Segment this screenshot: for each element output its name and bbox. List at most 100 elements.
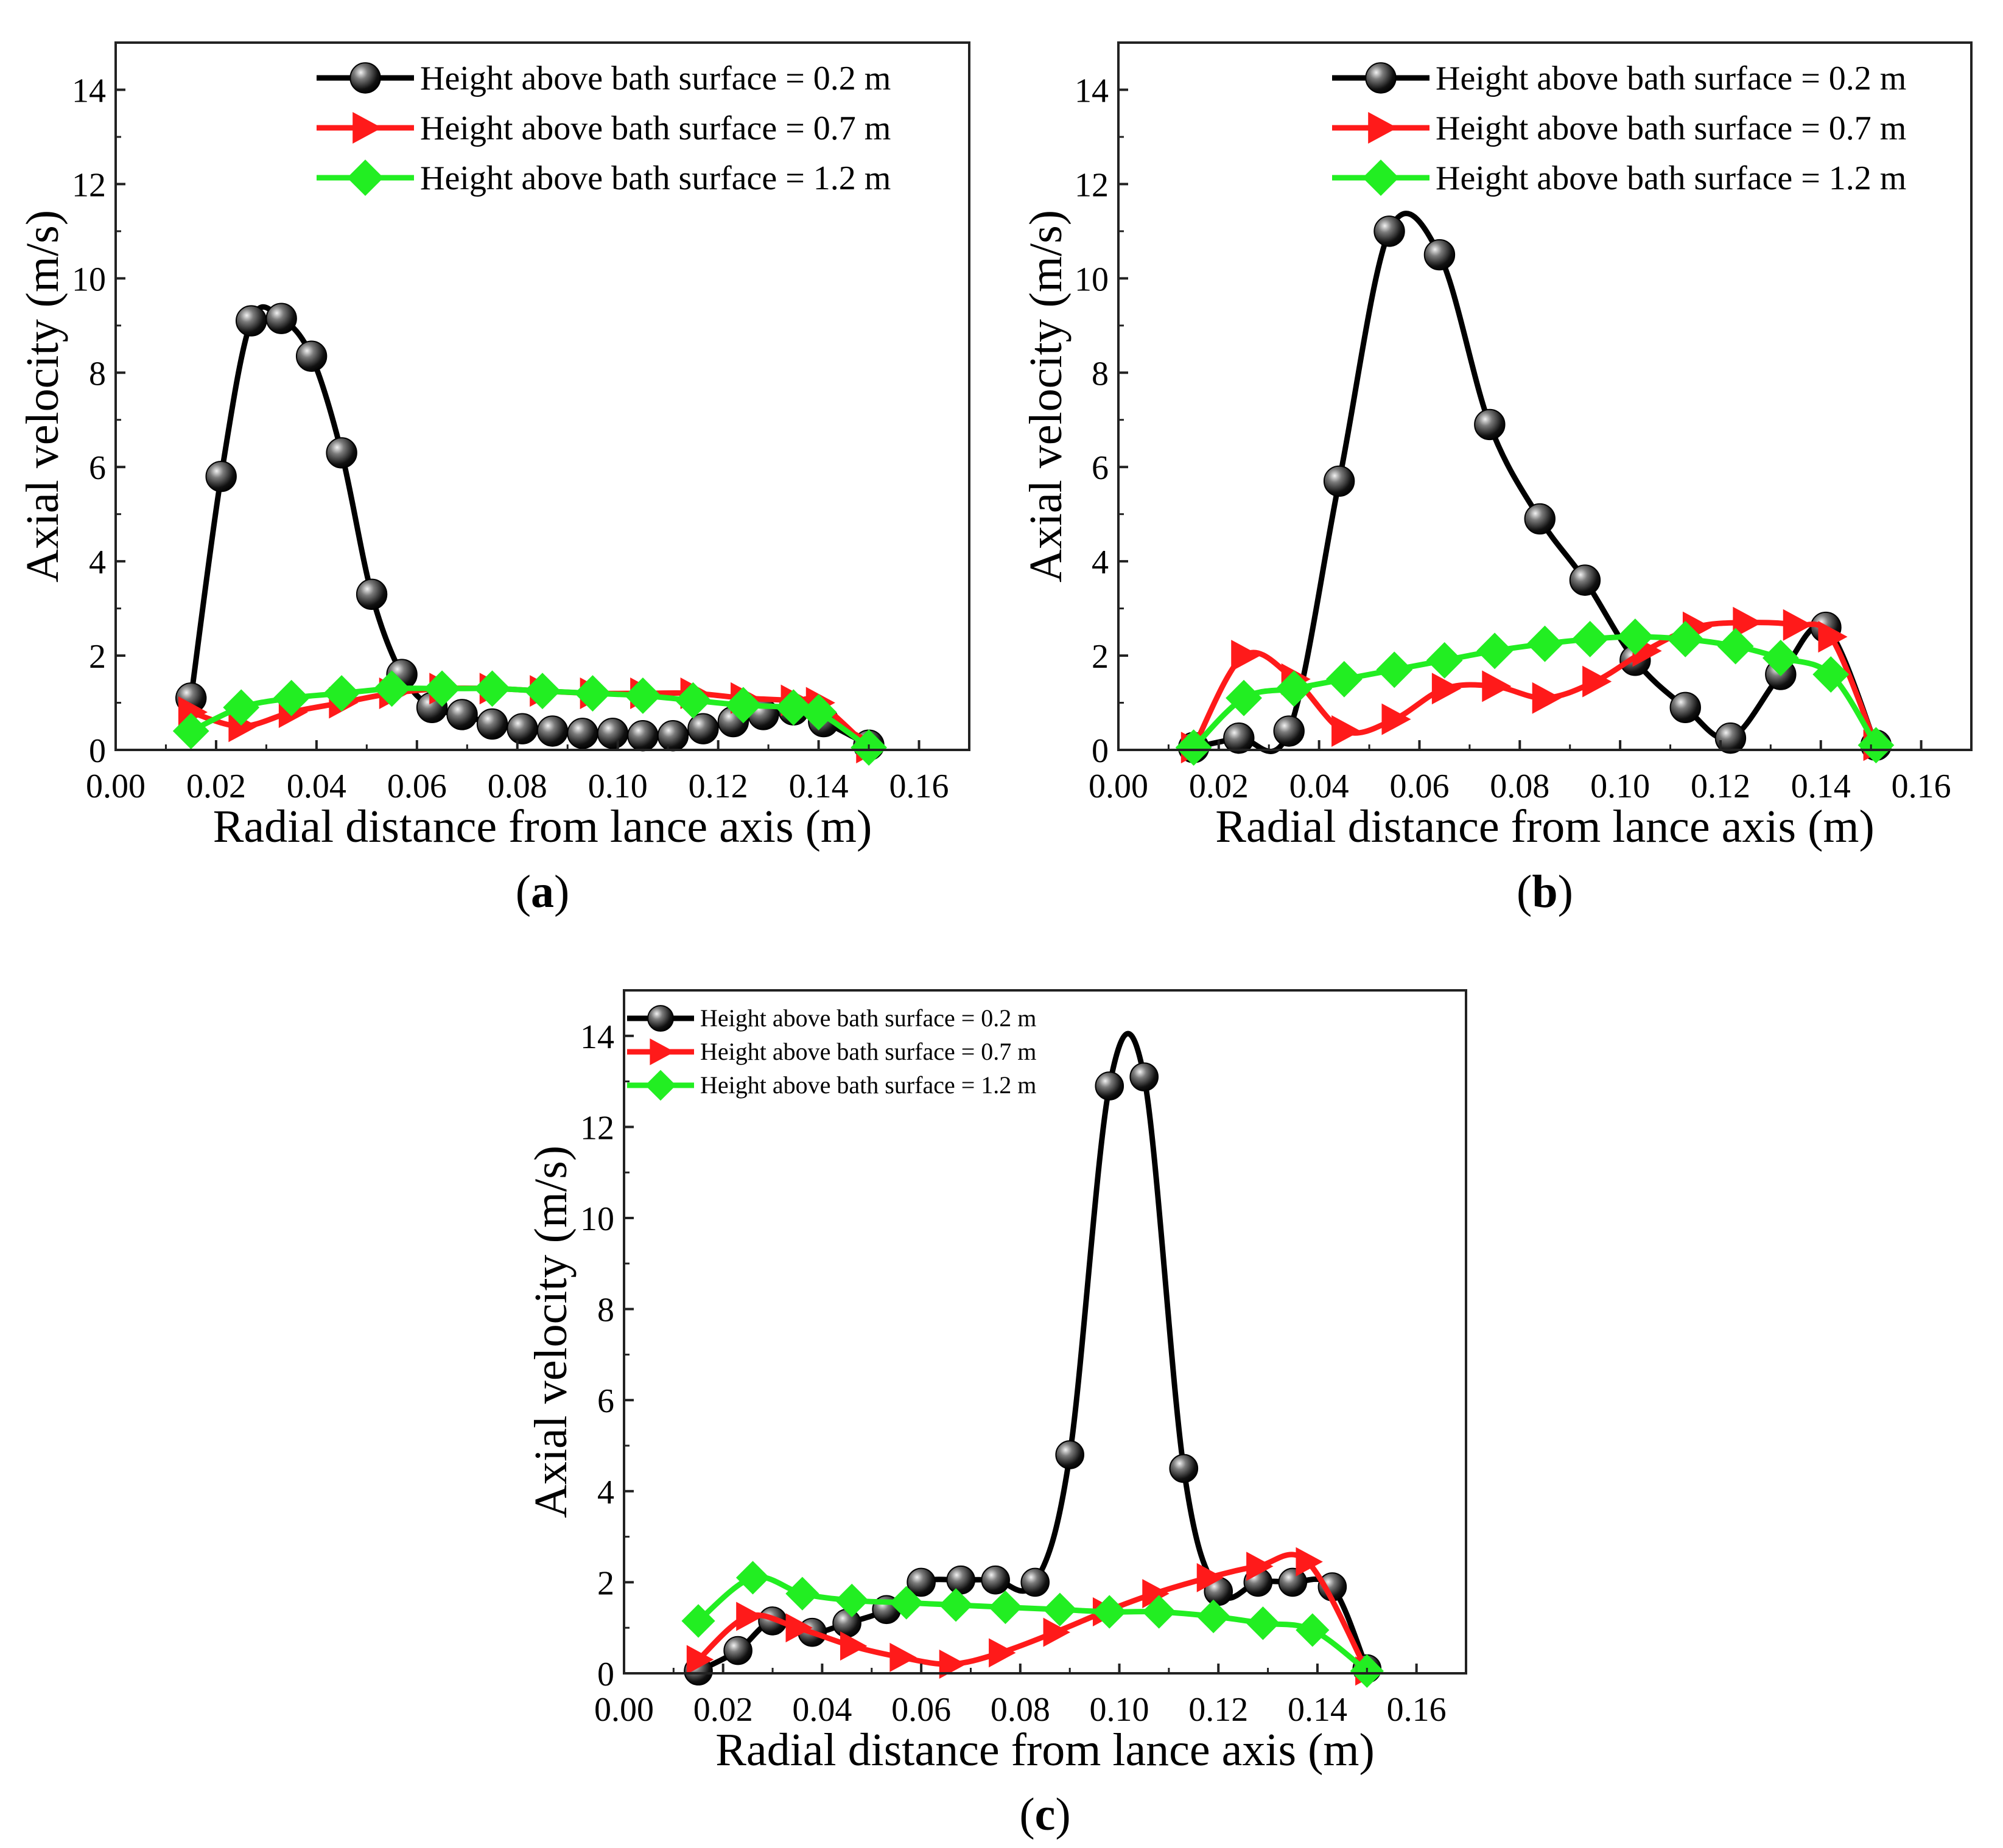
legend-label-02-c: Height above bath surface = 0.2 m: [700, 1004, 1036, 1032]
data-point-02-a-6: [356, 578, 388, 611]
legend-label-07-a: Height above bath surface = 0.7 m: [420, 110, 891, 147]
y-tick-label-c-3: 6: [597, 1382, 614, 1420]
panel-letter-c: c: [1035, 1789, 1056, 1840]
data-point-07-c-4: [889, 1642, 917, 1672]
x-tick-label-b-2: 0.04: [1289, 768, 1349, 805]
legend-label-12-b: Height above bath surface = 1.2 m: [1436, 159, 1906, 197]
x-tick-label-b-5: 0.10: [1590, 768, 1650, 805]
panel-c: 0.00 0.02 0.04 0.06 0.08 0.10 0.12 0.14 0.16 0 2 4 6…: [525, 989, 1467, 1840]
series-line-02-b: [1191, 211, 1879, 754]
x-tick-label-c-7: 0.14: [1288, 1691, 1347, 1729]
y-tick-label-b-1: 2: [1092, 638, 1109, 676]
panel-close-paren-c: ): [1055, 1789, 1070, 1840]
plot-area-c: 0.00 0.02 0.04 0.06 0.08 0.10 0.12 0.14 0.16 0 2 4 6…: [580, 989, 1467, 1729]
data-point-12-a-5: [424, 670, 460, 707]
y-tick-label-c-1: 2: [597, 1564, 614, 1602]
y-tick-label-c-6: 12: [580, 1109, 614, 1147]
x-tick-label-a-0: 0.00: [86, 768, 146, 805]
plot-frame-a: [114, 41, 970, 751]
series-12-b: [1175, 618, 1895, 766]
data-point-12-a-10: [675, 682, 712, 719]
x-tick-label-c-0: 0.00: [594, 1691, 654, 1729]
data-point-07-c-6: [989, 1638, 1016, 1668]
data-point-07-b-7: [1532, 682, 1562, 714]
x-tick-label-a-7: 0.14: [789, 768, 849, 805]
data-point-02-a-10: [476, 708, 508, 740]
x-tick-label-c-3: 0.06: [891, 1691, 951, 1729]
x-tick-label-a-4: 0.08: [488, 768, 547, 805]
data-point-02-b-1: [1223, 722, 1255, 754]
data-point-02-a-3: [265, 303, 297, 334]
panel-label-a: (a): [516, 866, 570, 917]
data-point-12-c-4: [889, 1586, 924, 1620]
y-tick-label-a-5: 10: [72, 261, 106, 298]
data-point-07-b-1: [1231, 640, 1261, 672]
x-tick-label-c-5: 0.10: [1090, 1691, 1149, 1729]
data-point-02-a-14: [597, 718, 629, 749]
data-point-12-b-3: [1325, 660, 1363, 698]
data-point-07-c-5: [939, 1650, 967, 1679]
data-point-12-a-13: [800, 694, 837, 730]
data-point-02-b-7: [1524, 503, 1556, 535]
y-tick-label-a-3: 6: [89, 449, 106, 487]
data-point-12-b-1: [1226, 679, 1262, 716]
data-point-02-a-9: [446, 699, 478, 730]
data-point-12-b-7: [1526, 625, 1563, 662]
data-point-02-b-5: [1423, 239, 1456, 271]
panel-close-paren-a: ): [554, 866, 569, 917]
data-point-12-c-3: [835, 1583, 869, 1617]
data-point-12-c-0: [681, 1604, 715, 1638]
data-point-12-b-10: [1667, 621, 1704, 657]
y-tick-label-a-4: 8: [89, 355, 106, 393]
data-point-12-c-9: [1142, 1595, 1176, 1629]
legend-marker-07-b: [1368, 112, 1398, 144]
data-point-12-a-12: [775, 689, 812, 726]
data-point-07-b-8: [1582, 665, 1612, 698]
panel-letter-a: a: [531, 866, 554, 917]
data-point-02-a-2: [235, 305, 267, 337]
x-tick-label-c-1: 0.02: [693, 1691, 753, 1729]
y-tick-label-a-0: 0: [89, 732, 106, 770]
panel-b: 0.00 0.02 0.04 0.06 0.08 0.10 0.12 0.14 0.16 0 2 4 6…: [1020, 41, 1973, 917]
data-point-02-c-10: [1055, 1440, 1084, 1469]
data-point-07-b-3: [1331, 715, 1361, 747]
x-tick-label-c-6: 0.12: [1188, 1691, 1248, 1729]
data-point-02-c-8: [981, 1565, 1010, 1595]
data-point-02-b-10: [1669, 691, 1701, 723]
panel-open-paren-a: (: [516, 866, 531, 917]
data-point-02-b-8: [1569, 564, 1601, 596]
data-point-02-c-4: [832, 1608, 861, 1638]
data-point-07-c-12: [1296, 1547, 1323, 1577]
x-tick-label-a-2: 0.04: [287, 768, 346, 805]
x-tick-label-b-4: 0.08: [1490, 768, 1549, 805]
data-point-02-a-1: [205, 460, 237, 492]
data-point-02-c-16: [1278, 1567, 1308, 1597]
data-point-12-c-10: [1196, 1599, 1230, 1634]
data-point-12-a-6: [474, 670, 511, 707]
y-tick-label-c-5: 10: [580, 1200, 614, 1238]
panel-close-paren-b: ): [1558, 866, 1573, 917]
data-point-07-c-3: [840, 1631, 868, 1661]
series-02-a: [175, 303, 885, 761]
data-point-07-c-11: [1246, 1552, 1274, 1581]
legend-label-12-a: Height above bath surface = 1.2 m: [420, 159, 891, 197]
data-point-12-b-5: [1426, 642, 1463, 679]
x-tick-label-a-3: 0.06: [387, 768, 447, 805]
series-12-c: [681, 1561, 1384, 1688]
legend-marker-02-c: [647, 1005, 674, 1032]
plot-area-a: 0.00 0.02 0.04 0.06 0.08 0.10 0.12 0.14 0.16 0 2 4 6…: [72, 41, 970, 805]
data-point-12-b-4: [1376, 651, 1413, 688]
data-point-12-c-11: [1246, 1606, 1280, 1640]
x-tick-label-a-6: 0.12: [689, 768, 748, 805]
data-point-12-a-1: [223, 689, 260, 726]
y-axis-title-b: Axial velocity (m/s): [1020, 210, 1072, 583]
panel-a: 0.00 0.02 0.04 0.06 0.08 0.10 0.12 0.14 0.16 0 2 4 6…: [17, 41, 970, 917]
data-point-02-c-7: [946, 1565, 975, 1595]
x-axis-title-a: Radial distance from lance axis (m): [213, 801, 872, 852]
y-tick-label-b-2: 4: [1092, 544, 1109, 581]
data-point-02-b-4: [1373, 215, 1405, 247]
data-point-12-b-11: [1717, 628, 1754, 665]
data-point-02-a-15: [627, 720, 659, 752]
data-point-12-b-2: [1275, 670, 1313, 707]
panel-label-b: (b): [1517, 866, 1573, 917]
